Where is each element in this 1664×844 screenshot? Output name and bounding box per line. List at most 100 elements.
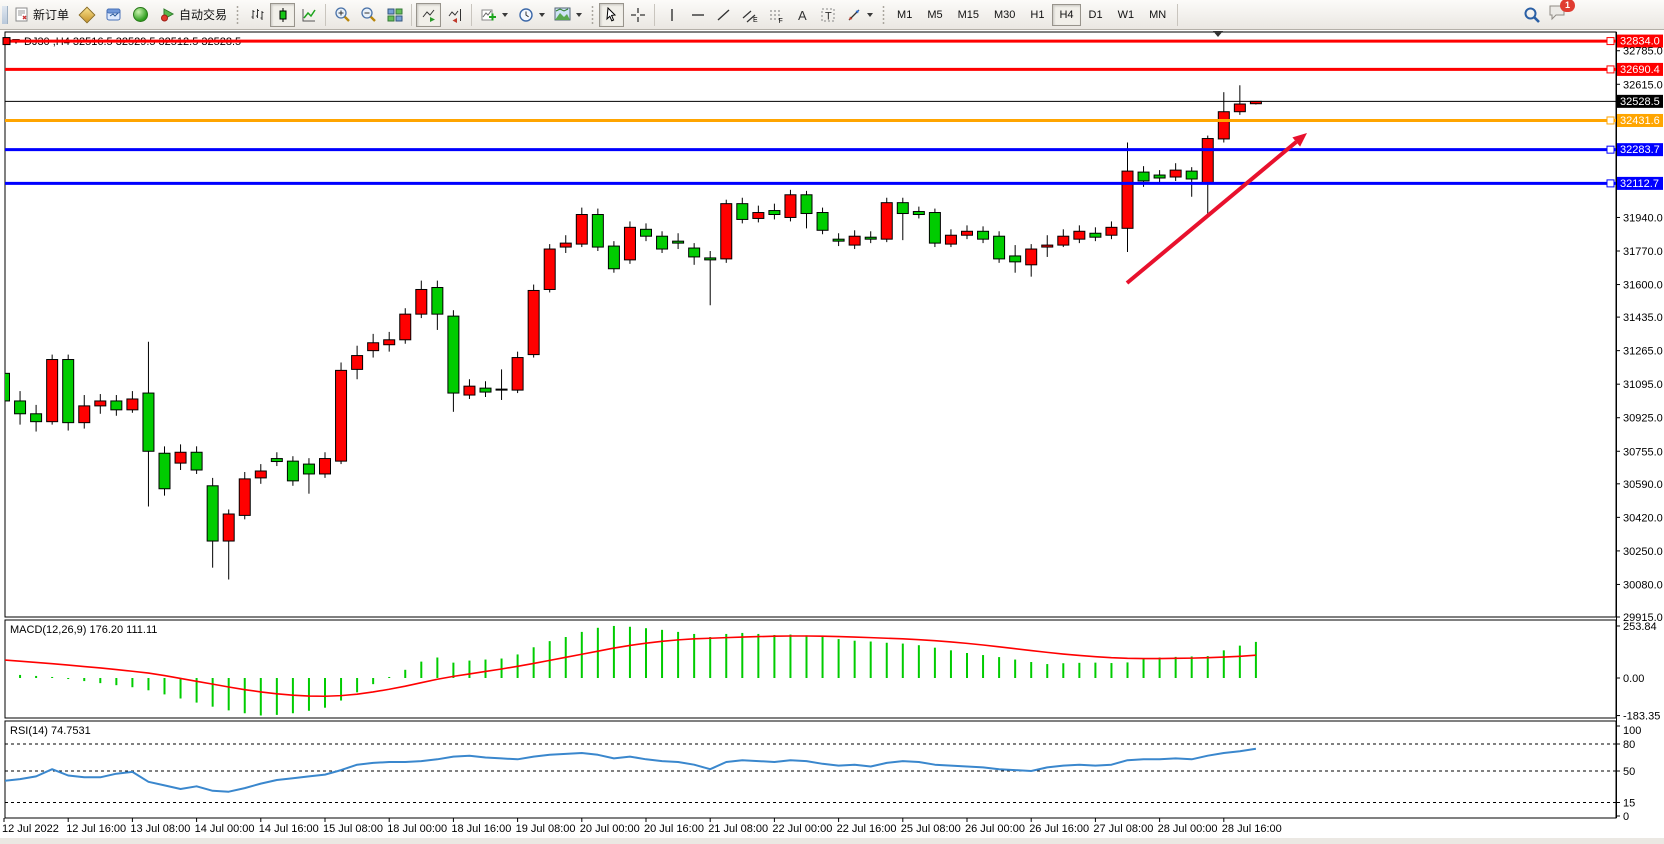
main-pane[interactable] — [4, 31, 1617, 618]
candle-body — [591, 214, 604, 248]
svg-text:32690.4: 32690.4 — [1620, 64, 1660, 76]
macd-pane[interactable] — [4, 619, 1617, 719]
toolbar-grip[interactable] — [235, 4, 241, 25]
candle-body — [848, 235, 861, 246]
periods-dropdown-caret[interactable] — [539, 12, 546, 17]
zoom-out-button[interactable] — [356, 3, 381, 27]
auto-trading-button[interactable]: 自动交易 — [155, 3, 231, 27]
line-handle — [1606, 179, 1615, 188]
rsi-pane[interactable] — [4, 720, 1617, 819]
rsi-label: RSI(14) 74.7531 — [10, 725, 91, 737]
line-chart-button[interactable] — [296, 3, 321, 27]
templates-button[interactable] — [550, 3, 586, 27]
horizontal-lines[interactable]: 32834.0 32690.4 32528.5 32431.6 32283.7 32112… — [2, 34, 1663, 190]
chart-shift-icon — [446, 6, 463, 23]
auto-scroll-button[interactable] — [416, 2, 442, 27]
vertical-line-tool-button[interactable] — [659, 3, 684, 27]
candle-body — [479, 387, 492, 393]
candle-body — [993, 235, 1006, 260]
candle-body — [720, 203, 733, 260]
tf-w1-button[interactable]: W1 — [1111, 4, 1142, 26]
market-watch-button[interactable] — [74, 3, 100, 27]
svg-text:32431.6: 32431.6 — [1620, 115, 1660, 127]
indicators-button[interactable] — [476, 3, 512, 27]
fibonacci-tool-button[interactable]: F — [763, 3, 788, 27]
arrows-tool-button[interactable] — [841, 3, 877, 27]
candle-body — [704, 257, 717, 261]
trendline-tool-button[interactable] — [711, 3, 736, 27]
tf-m15-button[interactable]: M15 — [951, 4, 986, 26]
svg-text:18 Jul 00:00: 18 Jul 00:00 — [387, 823, 447, 835]
svg-text:30420.0: 30420.0 — [1623, 512, 1663, 524]
bar-position-marker — [1213, 31, 1223, 37]
main-toolbar: 新订单 自动交易 — [0, 0, 1664, 30]
rsi-levels — [5, 743, 1616, 803]
candle-body — [912, 211, 925, 216]
tf-mn-button[interactable]: MN — [1142, 4, 1173, 26]
candle-body — [1169, 169, 1182, 178]
svg-text:50: 50 — [1623, 766, 1635, 778]
time-axis[interactable]: 12 Jul 2022 12 Jul 16:00 13 Jul 08:00 14 Ju… — [2, 818, 1282, 835]
svg-text:MACD(12,26,9) 176.20 111.11: MACD(12,26,9) 176.20 111.11 — [10, 624, 157, 636]
chart-shift-button[interactable] — [442, 3, 467, 27]
search-icon[interactable] — [1523, 6, 1540, 23]
cursor-tool-button[interactable] — [599, 2, 625, 27]
new-order-button[interactable]: 新订单 — [9, 3, 73, 27]
channel-tool-button[interactable]: E — [737, 3, 762, 27]
price-ticks: 32785.0 32615.0 31940.0 31770.0 31600.0 31435… — [1616, 46, 1663, 624]
arrows-dropdown-caret[interactable] — [867, 12, 874, 17]
svg-text:21 Jul 08:00: 21 Jul 08:00 — [708, 823, 768, 835]
line-handle — [1606, 116, 1615, 125]
candle-body — [1233, 103, 1246, 113]
tile-windows-button[interactable] — [382, 3, 407, 27]
line-handle — [1606, 65, 1615, 74]
navigator-button[interactable] — [127, 3, 154, 27]
auto-trading-label: 自动交易 — [179, 8, 228, 22]
tf-m5-button[interactable]: M5 — [920, 4, 949, 26]
templates-icon — [554, 6, 571, 23]
templates-dropdown-caret[interactable] — [576, 12, 583, 17]
svg-text:12 Jul 16:00: 12 Jul 16:00 — [66, 823, 126, 835]
svg-text:32112.7: 32112.7 — [1620, 178, 1659, 190]
notifications-button[interactable]: 1 — [1548, 0, 1575, 26]
tf-d1-button[interactable]: D1 — [1082, 4, 1110, 26]
vertical-line-icon — [663, 6, 680, 23]
candle-body — [78, 405, 91, 424]
candle-body — [1185, 170, 1198, 180]
tf-h1-button[interactable]: H1 — [1023, 4, 1051, 26]
svg-text:30250.0: 30250.0 — [1623, 546, 1663, 558]
trend-arrow[interactable] — [1125, 133, 1307, 285]
crosshair-tool-button[interactable] — [625, 3, 650, 27]
svg-text:18 Jul 16:00: 18 Jul 16:00 — [451, 823, 511, 835]
tf-h4-button[interactable]: H4 — [1052, 3, 1081, 26]
svg-text:14 Jul 16:00: 14 Jul 16:00 — [259, 823, 319, 835]
text-label-tool-button[interactable]: T — [815, 3, 840, 27]
rsi-ticks: 100 80 50 150 — [1616, 725, 1641, 823]
text-tool-button[interactable]: A — [789, 3, 814, 27]
candle-body — [94, 400, 107, 407]
tf-m1-button[interactable]: M1 — [890, 4, 919, 26]
toolbar-grip[interactable] — [590, 4, 596, 25]
tf-m30-button[interactable]: M30 — [987, 4, 1022, 26]
bar-chart-button[interactable] — [244, 3, 269, 27]
candle-body — [784, 194, 797, 218]
horizontal-line-tool-button[interactable] — [685, 3, 710, 27]
line-handle — [1606, 145, 1615, 154]
candle-body — [14, 400, 27, 415]
candlestick-chart-button[interactable] — [270, 2, 296, 27]
macd-ticks: 253.84 0.00 -183.35 — [1616, 621, 1660, 723]
candle-body — [286, 460, 299, 482]
toolbar-grip[interactable] — [881, 4, 887, 25]
candle-body — [367, 342, 380, 352]
candle-body — [672, 240, 685, 244]
svg-text:12 Jul 2022: 12 Jul 2022 — [2, 823, 59, 835]
periods-button[interactable] — [513, 3, 549, 27]
new-order-label: 新订单 — [33, 8, 70, 22]
candle-body — [431, 287, 444, 315]
candle-body — [928, 212, 941, 244]
data-window-button[interactable] — [101, 3, 126, 27]
indicators-dropdown-caret[interactable] — [502, 12, 509, 17]
svg-text:31770.0: 31770.0 — [1623, 246, 1663, 258]
zoom-in-button[interactable] — [330, 3, 355, 27]
